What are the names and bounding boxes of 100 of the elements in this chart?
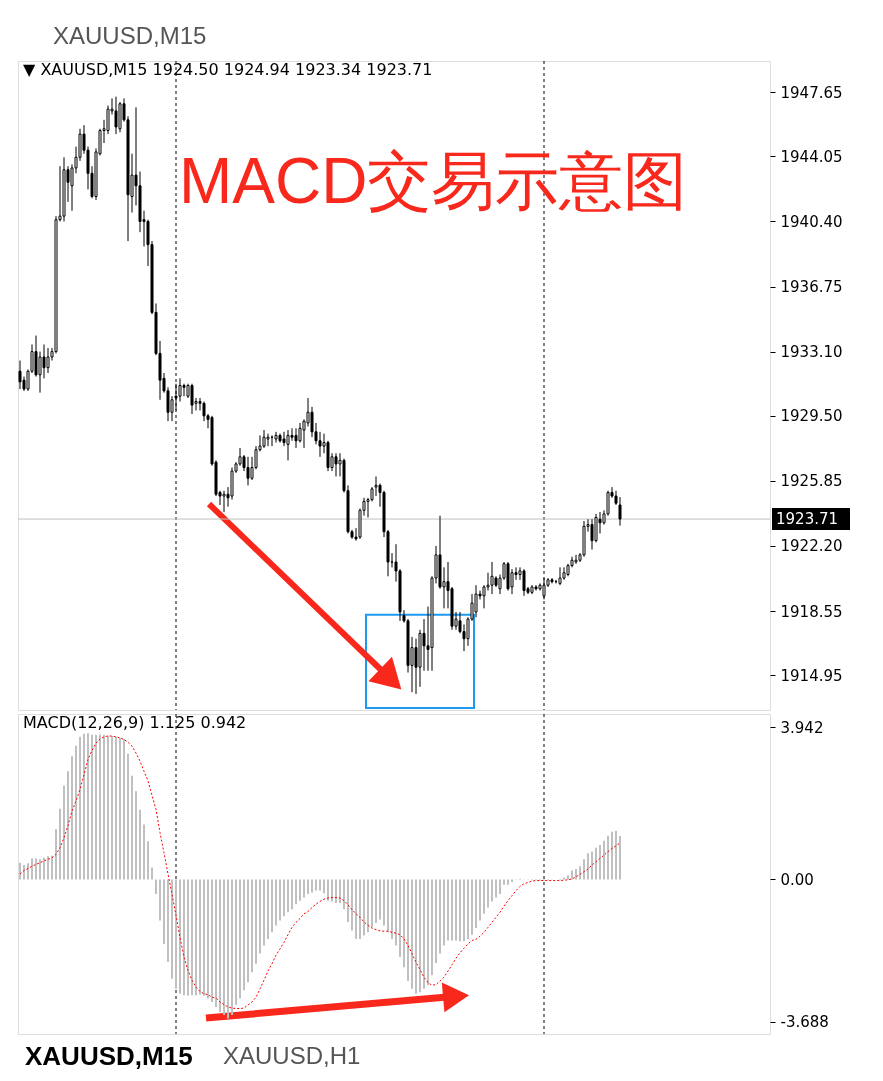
- bar: [439, 879, 441, 954]
- bar: [67, 771, 69, 880]
- candlestick: [290, 427, 294, 442]
- candlestick: [334, 452, 338, 477]
- candlestick: [222, 490, 226, 513]
- bar: [435, 879, 437, 963]
- candlestick: [298, 422, 302, 444]
- bar: [351, 879, 353, 931]
- bar: [359, 879, 361, 939]
- bar: [291, 879, 293, 910]
- bar: [195, 879, 197, 996]
- bar: [575, 868, 577, 880]
- bar: [299, 879, 301, 901]
- y-tick-label: 1947.65: [780, 83, 843, 102]
- candlestick: [374, 475, 378, 497]
- candlestick: [190, 383, 194, 415]
- bar: [579, 866, 581, 880]
- bar: [367, 879, 369, 933]
- candlestick: [534, 584, 538, 592]
- bar: [111, 736, 113, 880]
- bar: [619, 835, 621, 880]
- bar: [327, 879, 329, 901]
- bar: [247, 879, 249, 983]
- bar: [599, 845, 601, 880]
- bar: [39, 859, 41, 880]
- bar: [347, 879, 349, 922]
- bar: [191, 879, 193, 996]
- bar: [227, 879, 229, 1019]
- bar: [267, 879, 269, 939]
- bar: [323, 879, 325, 894]
- bar: [495, 879, 497, 898]
- bar: [419, 879, 421, 993]
- bar: [127, 753, 129, 880]
- bar: [143, 824, 145, 880]
- y-tick-label: 1944.05: [780, 147, 843, 166]
- bar: [487, 879, 489, 908]
- candlestick: [182, 383, 186, 397]
- y-tick-label: 1929.50: [780, 407, 843, 426]
- candlestick: [294, 427, 298, 449]
- bar: [443, 879, 445, 946]
- candlestick: [474, 584, 478, 618]
- bar: [459, 879, 461, 942]
- bar: [35, 858, 37, 880]
- bar: [271, 879, 273, 933]
- candlestick: [282, 431, 286, 447]
- bar: [107, 735, 109, 880]
- bar: [27, 863, 29, 880]
- bar: [355, 879, 357, 939]
- bar: [423, 879, 425, 989]
- bar: [263, 879, 265, 946]
- bar: [339, 879, 341, 903]
- bar: [587, 853, 589, 880]
- bar: [283, 879, 285, 917]
- bar: [155, 879, 157, 895]
- bar: [215, 879, 217, 1007]
- bar: [307, 879, 309, 895]
- bar: [119, 737, 121, 880]
- y-tick-label: 1922.20: [780, 537, 843, 556]
- bar: [463, 879, 465, 942]
- bar: [235, 879, 237, 1006]
- bar: [159, 879, 161, 921]
- bar: [47, 856, 49, 880]
- bar: [583, 859, 585, 880]
- bar: [71, 756, 73, 880]
- y-tick-label: 0.00: [780, 870, 814, 889]
- y-tick-label: -3.688: [780, 1013, 829, 1032]
- bar: [139, 809, 141, 880]
- bar: [303, 879, 305, 898]
- bar: [595, 847, 597, 880]
- bar: [59, 808, 61, 880]
- bar: [403, 879, 405, 968]
- ref-line-label: 1923.71: [776, 510, 839, 529]
- bar: [375, 879, 377, 924]
- candlestick: [490, 561, 494, 595]
- bar: [95, 734, 97, 880]
- candlestick: [274, 431, 278, 444]
- y-tick-label: 1940.40: [780, 212, 843, 231]
- bar: [79, 736, 81, 880]
- bar: [427, 879, 429, 986]
- bar: [507, 879, 509, 885]
- bar: [171, 879, 173, 979]
- bar: [591, 851, 593, 880]
- bar: [243, 879, 245, 991]
- bar: [207, 879, 209, 999]
- text: XAUUSD,H1: [223, 1042, 361, 1069]
- bar: [187, 879, 189, 996]
- bar: [135, 791, 137, 880]
- bar: [431, 879, 433, 976]
- candlestick: [18, 360, 22, 390]
- bar: [131, 775, 133, 880]
- bar: [147, 841, 149, 880]
- bar: [343, 879, 345, 910]
- candlestick: [266, 433, 270, 447]
- annotation: MACD交易示意图: [179, 145, 688, 217]
- bar: [475, 879, 477, 929]
- bar: [615, 830, 617, 880]
- bar: [451, 879, 453, 941]
- candlestick: [562, 566, 566, 581]
- candlestick: [574, 554, 578, 565]
- bar: [31, 858, 33, 880]
